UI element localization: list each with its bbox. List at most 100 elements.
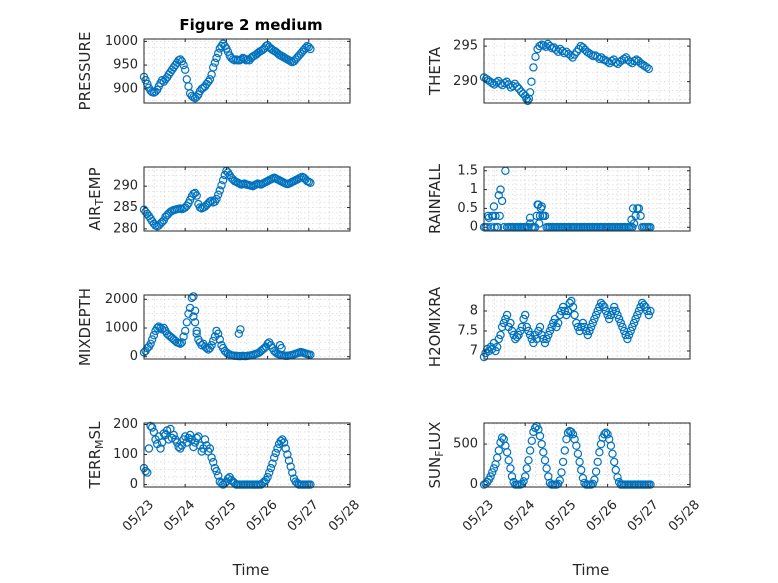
x-tick-label: 05/23: [460, 497, 497, 534]
x-tick-label: 05/23: [120, 497, 157, 534]
data-point: [627, 215, 636, 224]
data-point: [537, 439, 546, 449]
y-tick-label: 100: [113, 447, 138, 462]
data-point: [187, 293, 196, 303]
data-point: [207, 70, 216, 79]
data-point: [189, 292, 198, 301]
data-point: [169, 430, 178, 440]
data-point: [540, 338, 550, 348]
data-point: [192, 191, 201, 200]
y-tick-label: 0: [130, 349, 138, 364]
data-point: [614, 314, 624, 324]
data-point: [190, 318, 200, 327]
data-point: [493, 453, 502, 462]
data-point: [563, 428, 573, 437]
data-point: [514, 330, 523, 340]
data-point: [234, 329, 243, 338]
data-point: [179, 60, 188, 70]
data-point: [552, 322, 561, 332]
data-point: [149, 331, 159, 340]
x-tick-label: 05/25: [202, 497, 239, 534]
data-point: [578, 43, 588, 52]
y-axis-label: MIXDEPTH: [76, 288, 94, 366]
data-point: [522, 464, 532, 473]
data-point: [643, 306, 652, 316]
data-point: [288, 468, 297, 477]
axes-frame: [143, 294, 351, 360]
data-point: [306, 350, 315, 359]
data-point: [519, 477, 528, 486]
data-point: [271, 448, 280, 458]
data-point: [631, 314, 640, 324]
x-tick-label: 05/24: [161, 497, 198, 534]
data-point: [217, 41, 226, 51]
x-axis-label: Time: [232, 561, 270, 579]
data-point: [634, 204, 644, 213]
data-point: [624, 330, 634, 340]
data-point: [200, 435, 210, 444]
data-point: [601, 306, 611, 316]
data-point: [208, 457, 218, 467]
data-point: [567, 296, 576, 306]
data-point: [207, 196, 216, 205]
data-point: [585, 326, 594, 336]
y-axis-label: THETA: [426, 46, 444, 96]
x-tick-label: 05/28: [666, 497, 703, 534]
y-tick-label: 7: [470, 344, 478, 359]
data-point: [306, 178, 315, 187]
data-point: [539, 448, 548, 457]
data-point: [555, 476, 565, 485]
data-point: [603, 430, 612, 439]
data-point: [306, 44, 315, 54]
y-tick-label: 285: [113, 200, 138, 215]
y-tick-label: 1000: [105, 321, 138, 336]
data-point: [207, 453, 216, 462]
y-tick-label: 0: [130, 477, 138, 492]
data-point: [537, 330, 546, 340]
y-axis-label: SUNFLUX: [426, 422, 446, 489]
data-point: [613, 473, 622, 482]
data-point: [621, 330, 630, 340]
subplot-3: 280 285 290 AIRTEMP: [86, 166, 351, 236]
data-point: [306, 480, 315, 489]
data-point: [281, 444, 290, 453]
data-point: [525, 330, 535, 340]
data-point: [213, 329, 223, 338]
data-point: [535, 41, 544, 51]
data-point: [560, 306, 570, 316]
y-axis-label: AIRTEMP: [86, 167, 106, 230]
data-point: [557, 468, 566, 477]
data-point: [539, 334, 548, 344]
data-point: [141, 75, 150, 85]
data-point: [568, 430, 578, 439]
data-point: [176, 339, 185, 348]
data-point: [525, 213, 535, 222]
data-point: [560, 446, 570, 455]
data-point: [588, 318, 598, 328]
series-markers: [139, 166, 315, 231]
data-point: [577, 322, 586, 332]
data-point: [608, 449, 617, 458]
data-point: [527, 436, 537, 445]
data-point: [641, 302, 650, 312]
data-point: [179, 332, 188, 341]
data-point: [236, 325, 245, 334]
data-point: [497, 433, 507, 442]
data-point: [542, 334, 551, 344]
data-point: [540, 211, 550, 221]
y-tick-label: 500: [453, 437, 478, 452]
data-point: [223, 47, 233, 57]
data-point: [208, 63, 218, 72]
data-point: [496, 330, 505, 340]
data-point: [646, 480, 655, 489]
data-point: [268, 459, 277, 468]
y-tick-label: 295: [453, 39, 478, 54]
data-point: [600, 430, 609, 439]
data-point: [192, 329, 201, 338]
data-point: [605, 314, 614, 324]
data-point: [616, 318, 626, 328]
data-point: [636, 211, 645, 221]
data-point: [213, 190, 223, 199]
data-point: [180, 65, 190, 75]
